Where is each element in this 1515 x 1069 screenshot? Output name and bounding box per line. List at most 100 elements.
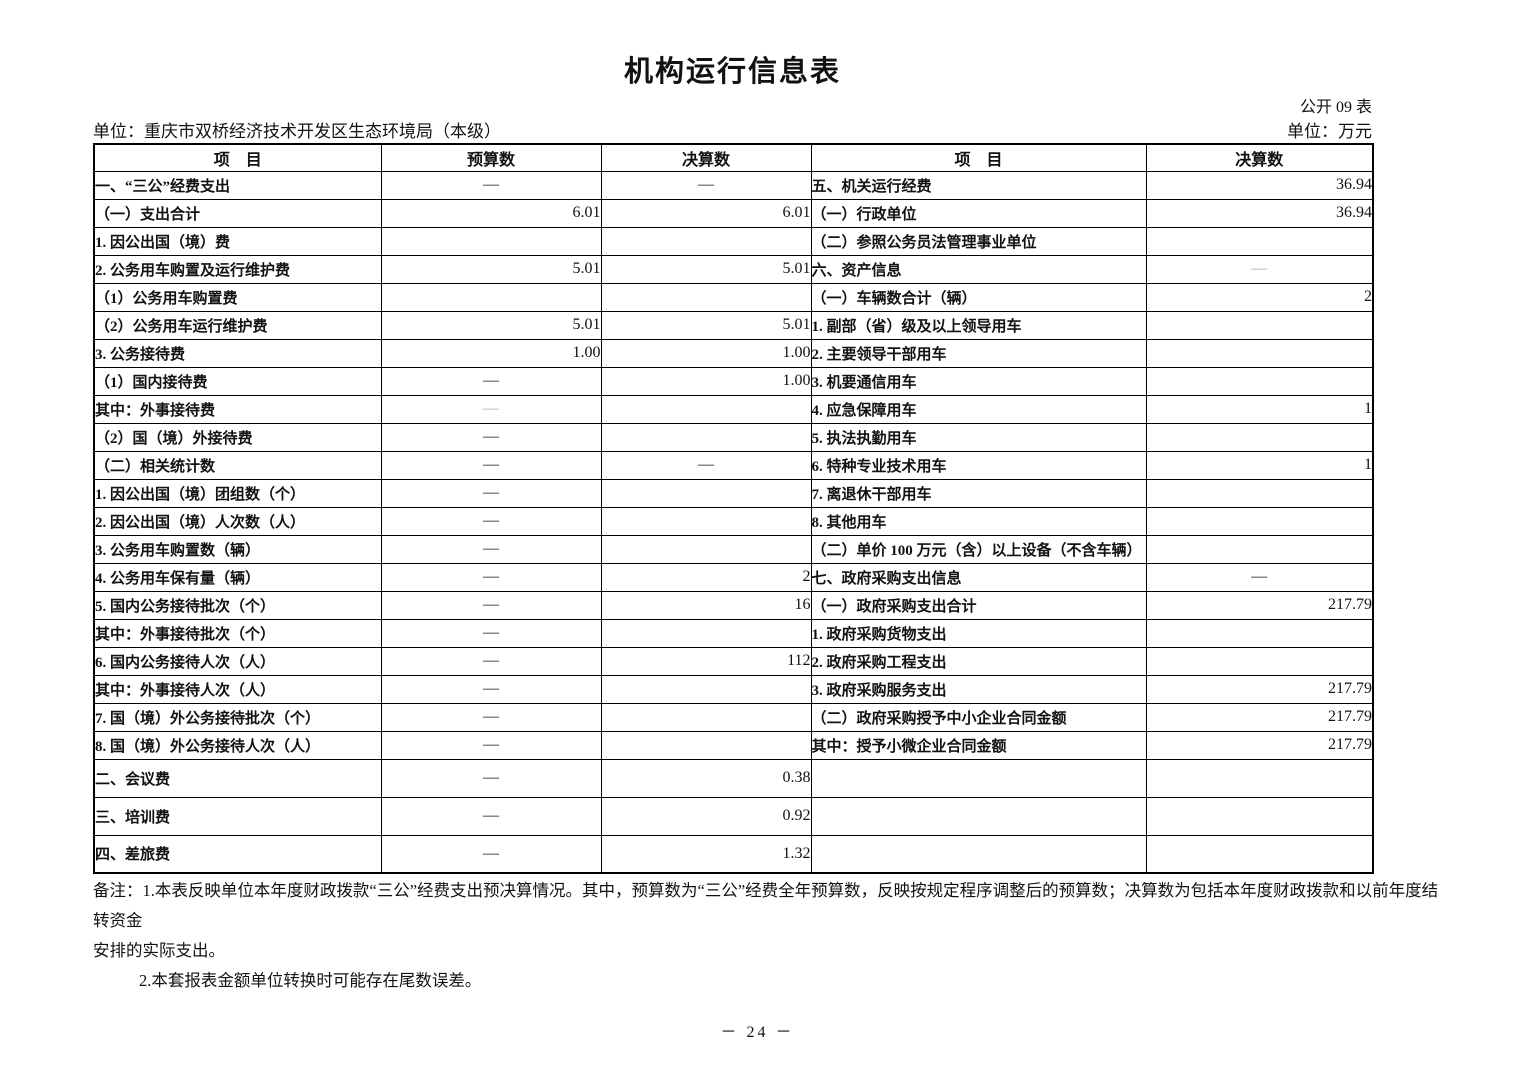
row-label-left: （2）公务用车运行维护费 <box>93 310 382 340</box>
row-label-left: 三、培训费 <box>93 796 382 836</box>
row-label-right: 3. 机要通信用车 <box>810 366 1147 396</box>
row-label-left: 二、会议费 <box>93 758 382 798</box>
row-label-left: 1. 因公出国（境）费 <box>93 226 382 256</box>
row-label-right: （二）单价 100 万元（含）以上设备（不含车辆） <box>810 534 1147 564</box>
budget-value: — <box>380 702 602 732</box>
page-title: 机构运行信息表 <box>623 56 841 88</box>
row-label-right: 5. 执法执勤用车 <box>810 422 1147 452</box>
final-value-right: 1 <box>1145 450 1374 480</box>
budget-value: — <box>380 170 602 200</box>
final-value-left: 1.00 <box>600 338 812 368</box>
final-value-right <box>1145 366 1374 396</box>
table-row: 2. 公务用车购置及运行维护费 5.01 5.01 六、资产信息 — <box>93 254 1374 284</box>
row-label-left: 1. 因公出国（境）团组数（个） <box>93 478 382 508</box>
final-value-left: 6.01 <box>600 198 812 228</box>
row-label-left: 四、差旅费 <box>93 834 382 874</box>
final-value-right: 36.94 <box>1145 198 1374 228</box>
col-header-item-right: 项 目 <box>810 143 1147 172</box>
final-value-left <box>600 394 812 424</box>
final-value-right: 217.79 <box>1145 730 1374 760</box>
row-label-left: （1）公务用车购置费 <box>93 282 382 312</box>
row-label-right: 2. 政府采购工程支出 <box>810 646 1147 676</box>
footnote-line-1: 备注：1.本表反映单位本年度财政拨款“三公”经费支出预决算情况。其中，预算数为“… <box>93 881 1439 930</box>
budget-value: — <box>380 478 602 508</box>
table-row: 四、差旅费 — 1.32 <box>93 834 1374 874</box>
final-value-right: — <box>1145 562 1374 592</box>
row-label-left: 5. 国内公务接待批次（个） <box>93 590 382 620</box>
budget-value: — <box>380 758 602 798</box>
row-label-right: （一）车辆数合计（辆） <box>810 282 1147 312</box>
row-label-left: 2. 公务用车购置及运行维护费 <box>93 254 382 284</box>
final-value-left: 5.01 <box>600 310 812 340</box>
row-label-right: （二）政府采购授予中小企业合同金额 <box>810 702 1147 732</box>
budget-value: — <box>380 366 602 396</box>
row-label-left: （二）相关统计数 <box>93 450 382 480</box>
final-value-left <box>600 674 812 704</box>
table-row: 1. 因公出国（境）费 （二）参照公务员法管理事业单位 <box>93 226 1374 256</box>
row-label-right: 1. 副部（省）级及以上领导用车 <box>810 310 1147 340</box>
row-label-left: （2）国（境）外接待费 <box>93 422 382 452</box>
table-row: 1. 因公出国（境）团组数（个） — 7. 离退休干部用车 <box>93 478 1374 508</box>
table-row: （二）相关统计数 — — 6. 特种专业技术用车 1 <box>93 450 1374 480</box>
row-label-left: 一、“三公”经费支出 <box>93 170 382 200</box>
row-label-right <box>810 758 1147 798</box>
budget-value <box>380 226 602 256</box>
budget-value: — <box>380 422 602 452</box>
budget-value: — <box>380 618 602 648</box>
budget-value: — <box>380 834 602 874</box>
row-label-right: 2. 主要领导干部用车 <box>810 338 1147 368</box>
final-value-right <box>1145 796 1374 836</box>
row-label-right: 3. 政府采购服务支出 <box>810 674 1147 704</box>
row-label-right: （二）参照公务员法管理事业单位 <box>810 226 1147 256</box>
table-row: （2）公务用车运行维护费 5.01 5.01 1. 副部（省）级及以上领导用车 <box>93 310 1374 340</box>
row-label-right: 其中：授予小微企业合同金额 <box>810 730 1147 760</box>
final-value-right <box>1145 310 1374 340</box>
final-value-right: 1 <box>1145 394 1374 424</box>
row-label-left: 8. 国（境）外公务接待人次（人） <box>93 730 382 760</box>
final-value-left <box>600 534 812 564</box>
row-label-right: （一）政府采购支出合计 <box>810 590 1147 620</box>
final-value-left: 0.92 <box>600 796 812 836</box>
table-row: （1）公务用车购置费 （一）车辆数合计（辆） 2 <box>93 282 1374 312</box>
final-value-right: 217.79 <box>1145 702 1374 732</box>
table-row: 一、“三公”经费支出 — — 五、机关运行经费 36.94 <box>93 170 1374 200</box>
row-label-left: 其中：外事接待费 <box>93 394 382 424</box>
col-header-final-right: 决算数 <box>1145 143 1374 172</box>
table-row: 2. 因公出国（境）人次数（人） — 8. 其他用车 <box>93 506 1374 536</box>
budget-value: — <box>380 590 602 620</box>
budget-value: 5.01 <box>380 254 602 284</box>
row-label-right: 4. 应急保障用车 <box>810 394 1147 424</box>
final-value-left: — <box>600 170 812 200</box>
table-row: 其中：外事接待批次（个） — 1. 政府采购货物支出 <box>93 618 1374 648</box>
table-row: 8. 国（境）外公务接待人次（人） — 其中：授予小微企业合同金额 217.79 <box>93 730 1374 760</box>
table-row: 6. 国内公务接待人次（人） — 112 2. 政府采购工程支出 <box>93 646 1374 676</box>
table-row: 其中：外事接待费 — 4. 应急保障用车 1 <box>93 394 1374 424</box>
final-value-left <box>600 618 812 648</box>
row-label-right: （一）行政单位 <box>810 198 1147 228</box>
table-row: （一）支出合计 6.01 6.01 （一）行政单位 36.94 <box>93 198 1374 228</box>
final-value-right: 36.94 <box>1145 170 1374 200</box>
row-label-right: 六、资产信息 <box>810 254 1147 284</box>
row-label-right: 8. 其他用车 <box>810 506 1147 536</box>
row-label-right: 6. 特种专业技术用车 <box>810 450 1147 480</box>
unit-currency-label: 单位：万元 <box>1287 122 1372 141</box>
final-value-right <box>1145 226 1374 256</box>
final-value-left: 1.00 <box>600 366 812 396</box>
budget-value: — <box>380 796 602 836</box>
budget-value: — <box>380 506 602 536</box>
final-value-left <box>600 282 812 312</box>
budget-value: — <box>380 394 602 424</box>
final-value-right: 217.79 <box>1145 590 1374 620</box>
table-header-row: 项 目 预算数 决算数 项 目 决算数 <box>93 143 1374 172</box>
final-value-right <box>1145 338 1374 368</box>
final-value-right <box>1145 618 1374 648</box>
table-row: （2）国（境）外接待费 — 5. 执法执勤用车 <box>93 422 1374 452</box>
final-value-right <box>1145 422 1374 452</box>
row-label-left: 其中：外事接待批次（个） <box>93 618 382 648</box>
budget-value: — <box>380 646 602 676</box>
table-row: 3. 公务用车购置数（辆） — （二）单价 100 万元（含）以上设备（不含车辆… <box>93 534 1374 564</box>
row-label-left: 3. 公务接待费 <box>93 338 382 368</box>
table-row: 3. 公务接待费 1.00 1.00 2. 主要领导干部用车 <box>93 338 1374 368</box>
footnote-line-3: 2.本套报表金额单位转换时可能存在尾数误差。 <box>139 971 482 990</box>
table-row: 二、会议费 — 0.38 <box>93 758 1374 798</box>
